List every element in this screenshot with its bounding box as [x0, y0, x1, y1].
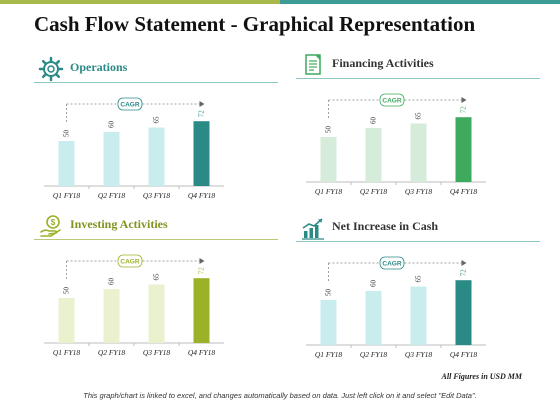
- net-increase-rule: [296, 241, 540, 242]
- category-label: Q3 FY18: [405, 187, 433, 196]
- bar-q4-fy18: [193, 278, 210, 343]
- data-label: 72: [198, 110, 206, 118]
- data-label: 60: [370, 117, 378, 125]
- top-accent-teal: [280, 0, 560, 4]
- bar-q2-fy18: [365, 128, 382, 182]
- cagr-pill: [117, 97, 143, 111]
- category-label: Q3 FY18: [405, 350, 433, 359]
- data-label: 60: [108, 278, 116, 286]
- operations-panel: Operations 50 Q1 FY18 60 Q2 FY18 65 Q3 FY18 72…: [34, 54, 278, 204]
- data-label: 72: [460, 269, 468, 277]
- category-label: Q3 FY18: [143, 348, 171, 357]
- category-label: Q2 FY18: [98, 348, 126, 357]
- category-label: Q3 FY18: [143, 191, 171, 200]
- financing-header: Financing Activities: [296, 50, 540, 80]
- operations-header: Operations: [34, 54, 278, 84]
- top-accent-olive: [0, 0, 280, 4]
- cagr-arrowhead: [461, 97, 467, 103]
- net-increase-chart: 50 Q1 FY18 60 Q2 FY18 65 Q3 FY18 72 Q4 FY18 CAGR: [306, 256, 486, 359]
- cagr-arrowhead: [199, 258, 205, 264]
- cagr-pill: [379, 256, 405, 270]
- financing-chart: 50 Q1 FY18 60 Q2 FY18 65 Q3 FY18 72 Q4 FY18 CAGR: [306, 93, 486, 196]
- category-label: Q4 FY18: [188, 191, 216, 200]
- category-label: Q1 FY18: [53, 348, 81, 357]
- bar-q4-fy18: [455, 117, 472, 182]
- category-label: Q4 FY18: [188, 348, 216, 357]
- bar-q3-fy18: [410, 123, 427, 182]
- financing-panel: Financing Activities 50 Q1 FY18 60 Q2 FY18 6…: [296, 50, 540, 200]
- investing-header: $ Investing Activities: [34, 211, 278, 241]
- data-label: 65: [415, 275, 423, 283]
- category-label: Q4 FY18: [450, 350, 478, 359]
- bar-q1-fy18: [58, 141, 75, 186]
- growth-chart-icon: [302, 218, 324, 240]
- cagr-arrowhead: [199, 101, 205, 107]
- data-label: 50: [63, 287, 71, 295]
- investing-panel: $ Investing Activities 50 Q1 FY18 60 Q2 FY1…: [34, 211, 278, 361]
- investing-title: Investing Activities: [70, 217, 168, 231]
- category-label: Q1 FY18: [53, 191, 81, 200]
- money-hand-icon: $: [40, 215, 61, 237]
- bar-q2-fy18: [365, 291, 382, 345]
- top-accent-bar: [0, 0, 560, 4]
- investing-chart: 50 Q1 FY18 60 Q2 FY18 65 Q3 FY18 72 Q4 FY18 CAGR: [44, 254, 224, 357]
- cagr-label: CAGR: [120, 259, 139, 266]
- bar-q1-fy18: [320, 137, 337, 182]
- category-label: Q2 FY18: [360, 350, 388, 359]
- data-label: 65: [415, 112, 423, 120]
- cagr-arrowhead: [461, 260, 467, 266]
- data-label: 60: [370, 280, 378, 288]
- category-label: Q1 FY18: [315, 187, 343, 196]
- svg-text:$: $: [51, 218, 56, 227]
- cagr-pill: [117, 254, 143, 268]
- category-label: Q4 FY18: [450, 187, 478, 196]
- category-label: Q2 FY18: [98, 191, 126, 200]
- document-icon: [305, 54, 321, 75]
- data-label: 72: [198, 267, 206, 275]
- category-label: Q2 FY18: [360, 187, 388, 196]
- bar-q1-fy18: [58, 298, 75, 343]
- bar-q4-fy18: [455, 280, 472, 345]
- cagr-label: CAGR: [382, 98, 401, 105]
- cagr-pill: [379, 93, 405, 107]
- data-label: 50: [325, 289, 333, 297]
- bar-q2-fy18: [103, 289, 120, 343]
- bar-q1-fy18: [320, 300, 337, 345]
- data-label: 50: [63, 130, 71, 138]
- bar-q4-fy18: [193, 121, 210, 186]
- category-label: Q1 FY18: [315, 350, 343, 359]
- bar-q3-fy18: [410, 286, 427, 345]
- net-increase-header: Net Increase in Cash: [296, 213, 540, 243]
- gear-icon: [38, 56, 64, 82]
- figures-footnote: All Figures in USD MM: [441, 372, 522, 381]
- data-label: 50: [325, 126, 333, 134]
- cagr-label: CAGR: [120, 102, 139, 109]
- financing-title: Financing Activities: [332, 56, 434, 70]
- financing-rule: [296, 78, 540, 79]
- operations-title: Operations: [70, 60, 128, 74]
- cagr-label: CAGR: [382, 261, 401, 268]
- operations-rule: [34, 82, 278, 83]
- page-title: Cash Flow Statement - Graphical Represen…: [34, 12, 476, 36]
- bar-q2-fy18: [103, 132, 120, 186]
- net-increase-panel: Net Increase in Cash 50 Q1 FY18 60 Q2 FY18 6…: [296, 213, 540, 363]
- operations-chart: 50 Q1 FY18 60 Q2 FY18 65 Q3 FY18 72 Q4 FY18 CAGR: [44, 97, 224, 200]
- data-label: 65: [153, 273, 161, 281]
- data-label: 60: [108, 121, 116, 129]
- bar-q3-fy18: [148, 127, 165, 186]
- net-increase-title: Net Increase in Cash: [332, 219, 439, 233]
- data-label: 72: [460, 106, 468, 114]
- investing-rule: [34, 239, 278, 240]
- excel-disclaimer: This graph/chart is linked to excel, and…: [83, 391, 477, 400]
- data-label: 65: [153, 116, 161, 124]
- bar-q3-fy18: [148, 284, 165, 343]
